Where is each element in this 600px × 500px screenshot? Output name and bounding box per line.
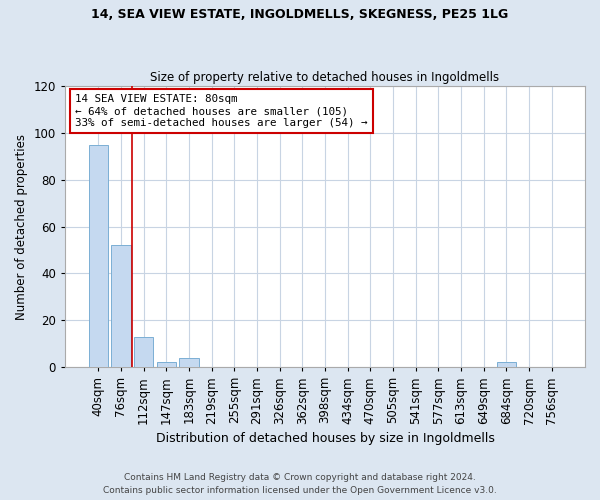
Y-axis label: Number of detached properties: Number of detached properties	[15, 134, 28, 320]
Bar	[89, 144, 108, 367]
Bar	[111, 246, 131, 367]
Text: 14, SEA VIEW ESTATE, INGOLDMELLS, SKEGNESS, PE25 1LG: 14, SEA VIEW ESTATE, INGOLDMELLS, SKEGNE…	[91, 8, 509, 20]
Bar	[134, 336, 153, 367]
X-axis label: Distribution of detached houses by size in Ingoldmells: Distribution of detached houses by size …	[155, 432, 494, 445]
Bar	[497, 362, 516, 367]
Text: 14 SEA VIEW ESTATE: 80sqm
← 64% of detached houses are smaller (105)
33% of semi: 14 SEA VIEW ESTATE: 80sqm ← 64% of detac…	[76, 94, 368, 128]
Title: Size of property relative to detached houses in Ingoldmells: Size of property relative to detached ho…	[151, 70, 500, 84]
Bar	[179, 358, 199, 367]
Text: Contains HM Land Registry data © Crown copyright and database right 2024.
Contai: Contains HM Land Registry data © Crown c…	[103, 474, 497, 495]
Bar	[157, 362, 176, 367]
